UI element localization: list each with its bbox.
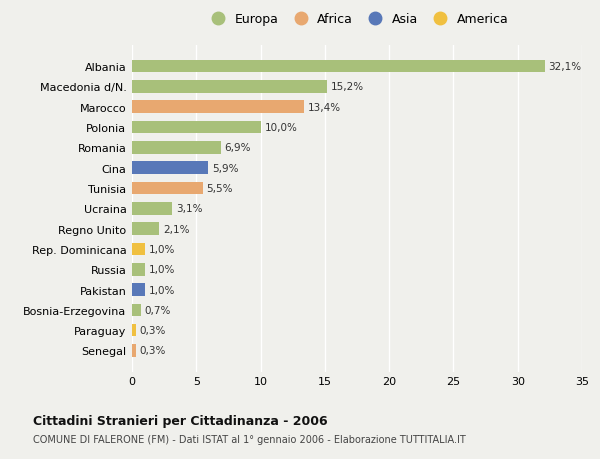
Text: 13,4%: 13,4% — [308, 102, 341, 112]
Legend: Europa, Africa, Asia, America: Europa, Africa, Asia, America — [206, 13, 508, 26]
Text: 0,7%: 0,7% — [145, 305, 171, 315]
Text: 0,3%: 0,3% — [140, 325, 166, 336]
Text: 1,0%: 1,0% — [149, 244, 175, 254]
Bar — [132, 162, 208, 174]
Text: 5,5%: 5,5% — [206, 184, 233, 194]
Text: 6,9%: 6,9% — [224, 143, 251, 153]
Bar — [132, 81, 328, 94]
Text: 10,0%: 10,0% — [265, 123, 298, 133]
Text: 2,1%: 2,1% — [163, 224, 190, 234]
Bar — [132, 101, 304, 114]
Bar — [132, 182, 203, 195]
Text: 5,9%: 5,9% — [212, 163, 238, 174]
Text: Cittadini Stranieri per Cittadinanza - 2006: Cittadini Stranieri per Cittadinanza - 2… — [33, 414, 328, 427]
Bar — [132, 223, 159, 235]
Bar — [132, 284, 145, 296]
Text: 15,2%: 15,2% — [331, 82, 364, 92]
Text: COMUNE DI FALERONE (FM) - Dati ISTAT al 1° gennaio 2006 - Elaborazione TUTTITALI: COMUNE DI FALERONE (FM) - Dati ISTAT al … — [33, 434, 466, 444]
Bar — [132, 61, 545, 73]
Bar — [132, 344, 136, 357]
Bar — [132, 243, 145, 256]
Bar — [132, 304, 141, 316]
Text: 3,1%: 3,1% — [176, 204, 202, 214]
Bar — [132, 324, 136, 337]
Bar — [132, 263, 145, 276]
Text: 32,1%: 32,1% — [548, 62, 581, 72]
Text: 1,0%: 1,0% — [149, 285, 175, 295]
Text: 0,3%: 0,3% — [140, 346, 166, 356]
Bar — [132, 202, 172, 215]
Bar — [132, 142, 221, 154]
Text: 1,0%: 1,0% — [149, 265, 175, 274]
Bar — [132, 122, 260, 134]
